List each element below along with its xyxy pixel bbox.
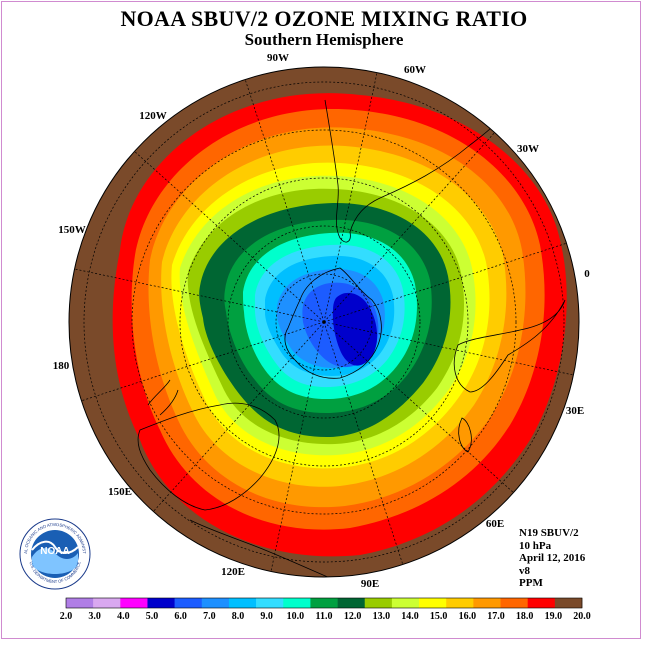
latitude-circle-70s — [227, 225, 421, 419]
australia-coast — [137, 402, 280, 511]
map-title: NOAA SBUV/2 OZONE MIXING RATIO — [120, 6, 528, 31]
band-4-5 — [332, 292, 378, 366]
noaa-logo: NOAA NATIONAL OCEANIC AND ATMOSPHERIC AD… — [18, 517, 91, 590]
colorbar-swatch — [310, 598, 338, 608]
meridian-90w — [323, 72, 378, 323]
lon-label-30w: 30W — [517, 143, 539, 155]
colorbar-swatch — [283, 598, 311, 608]
colorbar-swatch — [364, 598, 393, 608]
indonesia-coast — [189, 519, 331, 577]
colorbar-swatch — [337, 598, 366, 608]
colorbar-swatch — [147, 598, 175, 608]
colorbar-swatch — [66, 598, 94, 608]
lon-label-90w: 90W — [267, 52, 289, 64]
colorbar-swatch — [228, 598, 257, 608]
meridians — [74, 72, 574, 572]
colorbar-tick-label: 7.0 — [203, 611, 216, 622]
meridian-180 — [74, 268, 325, 323]
coastlines — [137, 99, 566, 577]
map-subtitle: Southern Hemisphere — [244, 30, 404, 49]
colorbar-tick-label: 17.0 — [487, 611, 505, 622]
africa-coast — [453, 299, 566, 393]
meridian-0 — [323, 321, 574, 376]
logo-wave — [32, 548, 78, 574]
new-zealand-coast — [147, 379, 179, 416]
figure-frame — [1, 1, 641, 639]
meridian-120e — [153, 321, 325, 512]
colorbar-swatch — [527, 598, 556, 608]
info-date: April 12, 2016 — [519, 552, 586, 564]
colorbar-tick-label: 10.0 — [287, 611, 305, 622]
colorbar-tick-label: 11.0 — [316, 611, 333, 622]
colorbar-swatch — [446, 598, 474, 608]
colorbar-swatch — [500, 598, 528, 608]
colorbar-tick-label: 8.0 — [232, 611, 245, 622]
lon-label-90e: 90E — [361, 578, 379, 590]
colorbar-tick-label: 6.0 — [174, 611, 187, 622]
meridian-60e — [323, 321, 404, 565]
colorbar-swatch — [473, 598, 501, 608]
info-version: v8 — [519, 564, 530, 577]
colorbar: 2.0 3.0 4.0 5.0 6.0 7.0 8.0 9.0 10.0 11.0 12.0 13.0… — [60, 597, 591, 622]
info-level: 10 hPa — [519, 539, 552, 552]
info-satellite: N19 SBUV/2 — [519, 527, 579, 539]
lon-label-120e: 120E — [221, 566, 245, 578]
lon-label-180: 180 — [53, 360, 70, 372]
colorbar-tick-label: 2.0 — [60, 611, 73, 622]
colorbar-swatch — [174, 598, 203, 608]
meridian-60w — [323, 132, 495, 323]
antarctica-coast — [284, 267, 382, 379]
lon-label-150w: 150W — [58, 224, 86, 236]
latitude-circle-80s — [275, 273, 373, 371]
graticule — [74, 72, 574, 572]
colorbar-tick-label: 12.0 — [344, 611, 362, 622]
meridian-90e — [270, 321, 325, 572]
info-block: N19 SBUV/2 10 hPa April 12, 2016 v8 PPM — [519, 527, 585, 590]
meridian-150e — [81, 321, 325, 402]
colorbar-tick-label: 20.0 — [573, 611, 591, 622]
logo-text: NOAA — [40, 546, 69, 557]
lon-label-60w: 60W — [404, 64, 426, 76]
meridian-150w — [134, 151, 325, 323]
colorbar-tick-label: 14.0 — [401, 611, 419, 622]
lon-label-30e: 30E — [566, 405, 584, 417]
colorbar-swatch — [554, 598, 583, 608]
lon-label-0: 0 — [584, 268, 590, 280]
info-units: PPM — [519, 577, 543, 589]
colorbar-border — [65, 597, 583, 609]
colorbar-tick-label: 4.0 — [117, 611, 130, 622]
colorbar-tick-label: 15.0 — [430, 611, 448, 622]
latitude-circle-50s — [131, 129, 517, 515]
lon-label-150e: 150E — [108, 486, 132, 498]
colorbar-tick-label: 13.0 — [373, 611, 391, 622]
map-boundary — [68, 66, 580, 578]
colorbar-swatch — [256, 598, 284, 608]
latitude-circle-60s — [179, 177, 469, 467]
colorbar-tick-label: 18.0 — [516, 611, 534, 622]
meridian-120w — [244, 79, 325, 323]
meridian-30w — [323, 242, 567, 323]
meridian-30e — [323, 321, 514, 493]
colorbar-swatch — [93, 598, 121, 608]
latitude-circle-40s — [83, 81, 565, 563]
longitude-labels: 90W 60W 30W 0 30E 60E 90E 120E 150E 180 … — [53, 52, 591, 590]
colorbar-tick-label: 5.0 — [146, 611, 159, 622]
logo-gull — [31, 540, 79, 554]
south-america-coast — [324, 99, 511, 243]
colorbar-swatch — [419, 598, 447, 608]
colorbar-tick-label: 3.0 — [88, 611, 101, 622]
colorbar-swatch — [391, 598, 420, 608]
colorbar-tick-label: 9.0 — [260, 611, 273, 622]
colorbar-tick-label: 19.0 — [545, 611, 563, 622]
lon-label-60e: 60E — [486, 518, 504, 530]
colorbar-swatch — [201, 598, 230, 608]
colorbar-tick-label: 16.0 — [459, 611, 477, 622]
colorbar-swatch — [120, 598, 148, 608]
lon-label-120w: 120W — [139, 110, 167, 122]
